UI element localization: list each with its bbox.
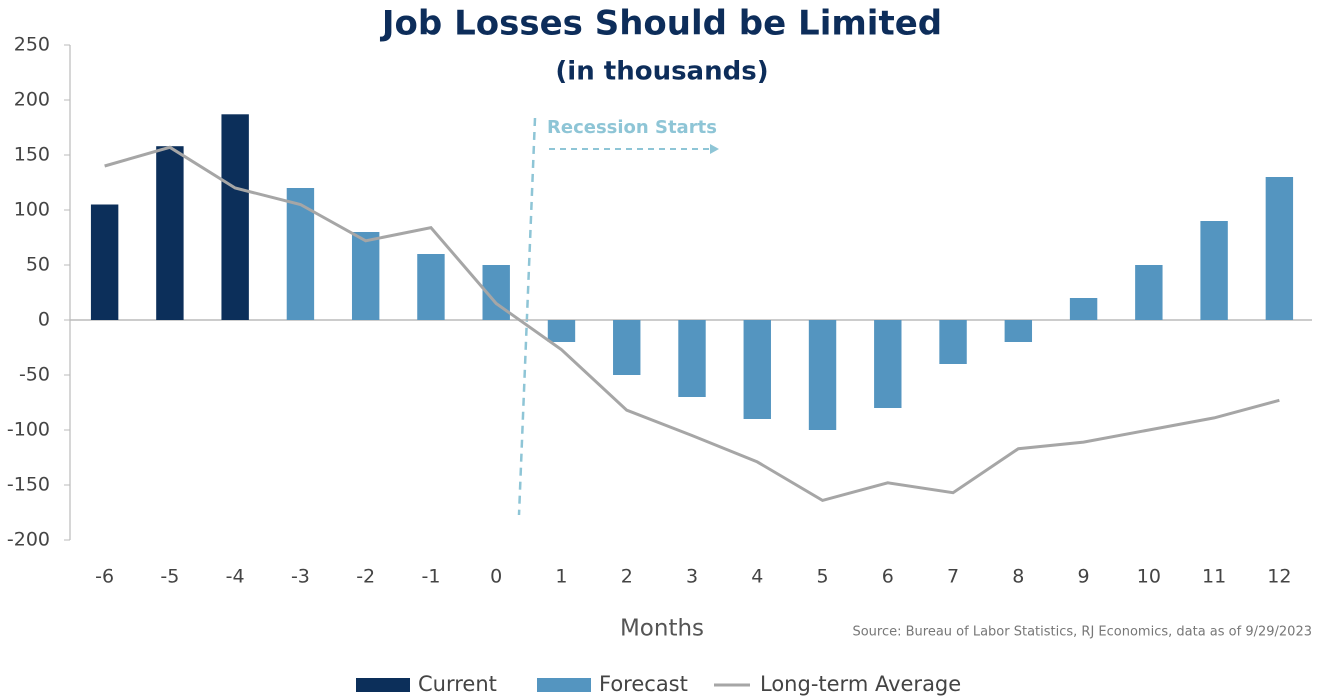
bar [678,320,706,397]
legend-label: Forecast [599,672,688,696]
bar [743,320,771,419]
x-tick-label: -5 [160,566,179,588]
y-tick-label: 200 [14,89,50,111]
x-tick-label: 5 [816,566,828,588]
x-tick-label: 8 [1012,566,1024,588]
x-tick-label: 2 [621,566,633,588]
bar [221,114,249,320]
x-tick-label: 9 [1078,566,1090,588]
legend-swatch [537,678,591,692]
arrow-head [710,144,719,154]
line [104,145,1280,503]
x-tick-label: -4 [226,566,245,588]
bar [90,204,119,320]
chart-subtitle: (in thousands) [555,57,768,87]
x-tick-label: 7 [947,566,959,588]
y-tick-label: 0 [38,309,50,331]
x-axis-label: Months [620,616,704,642]
y-tick-label: 100 [14,199,50,221]
x-tick-label: 12 [1267,566,1291,588]
bar [1135,265,1163,320]
bar [808,320,837,430]
x-tick-label: 11 [1202,566,1226,588]
x-tick-label: -1 [421,566,440,588]
y-tick-label: -50 [19,364,50,386]
x-tick-label: -3 [291,566,310,588]
bar [547,320,576,342]
bar [1004,320,1033,342]
x-tick-label: 10 [1137,566,1161,588]
bar [417,254,445,320]
x-tick-label: -6 [95,566,114,588]
bar [351,232,380,320]
x-tick-label: 1 [555,566,567,588]
bar [874,320,902,408]
recession-line [517,117,537,516]
legend-swatch [356,678,410,692]
bar [286,188,315,320]
bar [939,320,967,364]
legend-label: Long-term Average [760,672,961,696]
bar [613,320,641,375]
bar [156,146,184,320]
x-tick-label: -2 [356,566,375,588]
bar [1200,221,1228,320]
chart-title: Job Losses Should be Limited [380,4,942,44]
y-tick-label: -150 [7,474,50,496]
y-tick-label: 150 [14,144,50,166]
bar [1265,177,1294,320]
x-tick-label: 3 [686,566,698,588]
source-note: Source: Bureau of Labor Statistics, RJ E… [852,625,1312,640]
y-tick-label: 250 [14,34,50,56]
y-tick-label: -200 [7,529,50,551]
bar [1069,298,1098,320]
x-tick-label: 6 [882,566,894,588]
annotation: Recession Starts [547,117,717,138]
x-tick-label: 0 [490,566,502,588]
y-tick-label: 50 [26,254,50,276]
legend-label: Current [418,672,497,696]
y-tick-label: -100 [7,419,50,441]
x-tick-label: 4 [751,566,763,588]
